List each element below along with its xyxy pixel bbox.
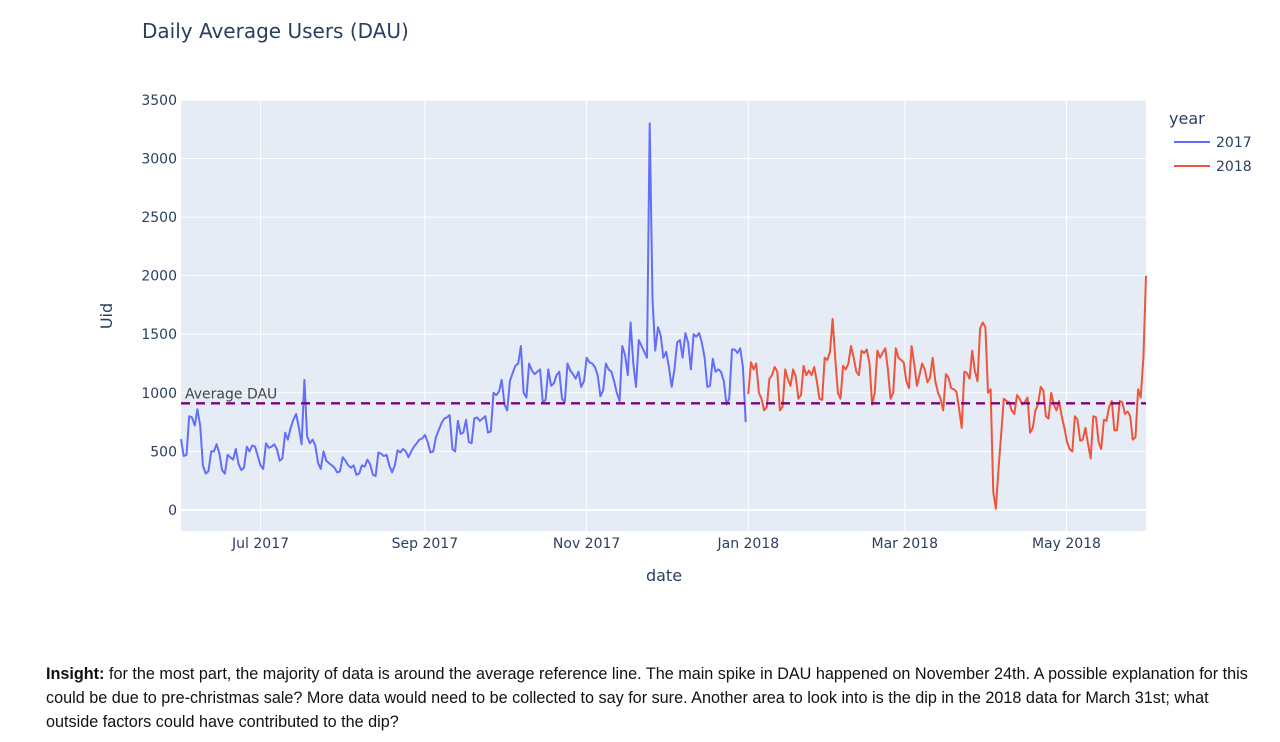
legend-title: year <box>1169 109 1205 128</box>
x-tick-label: Jan 2018 <box>716 536 779 552</box>
y-tick-label: 500 <box>150 444 177 460</box>
legend-item-2017[interactable]: 2017 <box>1174 135 1252 151</box>
x-tick-label: Nov 2017 <box>553 536 620 552</box>
y-tick-label: 2000 <box>141 269 177 285</box>
y-tick-label: 3000 <box>141 152 177 168</box>
plot-area <box>181 100 1146 531</box>
y-tick-label: 1500 <box>141 327 177 343</box>
y-tick-label: 2500 <box>141 210 177 226</box>
x-tick-label: Jul 2017 <box>231 536 289 552</box>
x-tick-label: May 2018 <box>1032 536 1101 552</box>
legend-label-2018: 2018 <box>1216 159 1252 175</box>
insight-text: for the most part, the majority of data … <box>46 665 1248 731</box>
y-tick-label: 3500 <box>141 93 177 109</box>
insight-label: Insight: <box>46 665 105 683</box>
x-axis-title: date <box>646 566 682 585</box>
series-line-2018 <box>747 275 1147 510</box>
y-axis-ticks: 0 500 1000 1500 2000 2500 3000 3500 <box>141 93 177 519</box>
y-tick-label: 1000 <box>141 386 177 402</box>
legend-label-2017: 2017 <box>1216 135 1252 151</box>
series-line-2017 <box>180 122 747 477</box>
legend[interactable]: year 2017 2018 <box>1169 109 1252 175</box>
dau-chart: Daily Average Users (DAU) Average DAU 0 5… <box>97 19 1252 585</box>
x-tick-label: Mar 2018 <box>872 536 939 552</box>
y-axis-title: Uid <box>97 303 116 329</box>
x-axis-ticks: Jul 2017 Sep 2017 Nov 2017 Jan 2018 Mar 2018… <box>231 536 1101 552</box>
y-tick-label: 0 <box>168 503 177 519</box>
chart-title: Daily Average Users (DAU) <box>142 19 409 43</box>
average-dau-label: Average DAU <box>185 386 277 402</box>
x-tick-label: Sep 2017 <box>392 536 458 552</box>
reference-line-group: Average DAU <box>181 386 1146 405</box>
grid-lines <box>181 99 1146 531</box>
series-lines <box>180 122 1147 510</box>
insight-paragraph: Insight: for the most part, the majority… <box>46 662 1261 734</box>
legend-item-2018[interactable]: 2018 <box>1174 159 1252 175</box>
